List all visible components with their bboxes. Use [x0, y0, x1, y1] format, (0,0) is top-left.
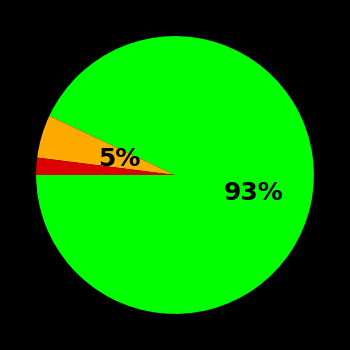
Text: 5%: 5% — [98, 147, 140, 171]
Wedge shape — [36, 36, 314, 314]
Wedge shape — [36, 158, 175, 175]
Text: 93%: 93% — [224, 181, 284, 204]
Wedge shape — [37, 116, 175, 175]
